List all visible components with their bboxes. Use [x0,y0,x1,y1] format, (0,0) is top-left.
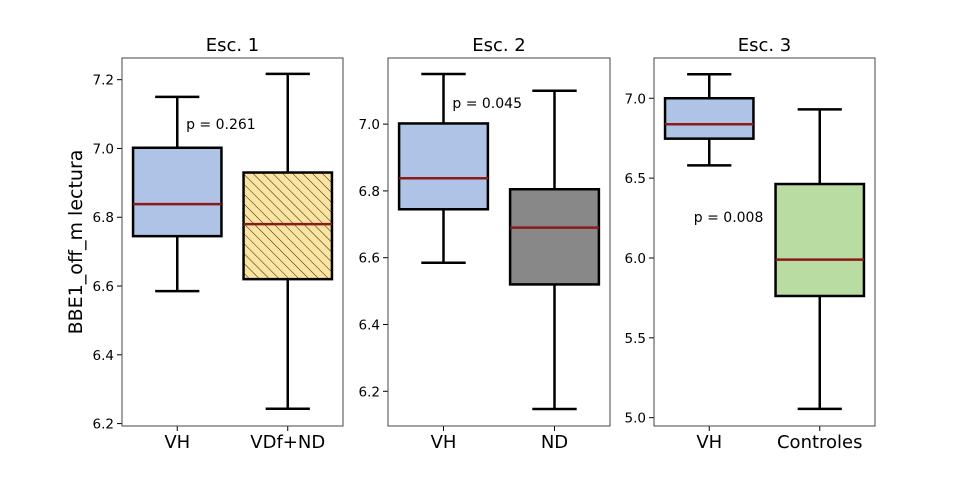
y-tick-label: 7.2 [93,73,114,89]
p-value-annotation: p = 0.008 [694,210,764,226]
box-iqr [131,146,223,238]
box-vh [131,95,223,293]
panel-title: Esc. 2 [472,35,526,56]
panel-3: Esc. 3 5.0 5.5 6.0 6.5 7.0 VH Controles p = 0.00… [625,35,876,453]
y-tick-label: 6.2 [93,417,114,433]
y-tick-label: 6.2 [359,384,380,400]
panel-1: Esc. 1 6.2 6.4 6.6 6.8 7.0 7.2 VH VDf+ND p = 0.26… [93,35,344,453]
p-value-annotation: p = 0.261 [186,117,256,133]
x-tick-label: ND [541,432,568,453]
y-tick-label: 5.5 [625,331,646,347]
y-tick-label: 7.0 [359,117,380,133]
y-tick-label: 6.6 [93,279,114,295]
box-vh [663,73,755,167]
y-tick-label: 6.8 [93,210,114,226]
box-iqr [774,182,866,298]
y-tick-label: 6.6 [359,251,380,267]
panel-2: Esc. 2 6.2 6.4 6.6 6.8 7.0 VH ND p = 0.045 [359,35,611,453]
y-axis-label: BBE1_off_m lectura [65,150,87,335]
x-tick-label: Controles [777,432,863,453]
box-iqr [663,97,755,140]
y-tick-label: 6.8 [359,184,380,200]
axes-frame [653,57,876,427]
axes-frame [121,57,344,427]
box-iqr [397,122,490,211]
y-tick-label: 6.4 [93,348,114,364]
box-iqr [242,171,334,281]
y-tick-label: 5.0 [625,411,646,427]
p-value-annotation: p = 0.045 [452,96,522,112]
x-tick-label: VDf+ND [250,432,325,453]
x-tick-label: VH [696,432,722,453]
y-tick-label: 6.5 [625,171,646,187]
box-iqr [508,187,601,286]
y-tick-label: 6.0 [625,251,646,267]
box-nd [508,89,601,411]
panel-title: Esc. 1 [206,35,260,56]
y-tick-label: 6.4 [359,317,380,333]
x-tick-label: VH [164,432,190,453]
box-controles [774,108,866,411]
panel-title: Esc. 3 [738,35,792,56]
y-tick-label: 7.0 [625,91,646,107]
axes-frame [387,57,611,427]
y-tick-label: 7.0 [93,141,114,157]
x-tick-label: VH [431,432,457,453]
box-vh [397,72,490,264]
box-vdf-nd [242,72,334,411]
